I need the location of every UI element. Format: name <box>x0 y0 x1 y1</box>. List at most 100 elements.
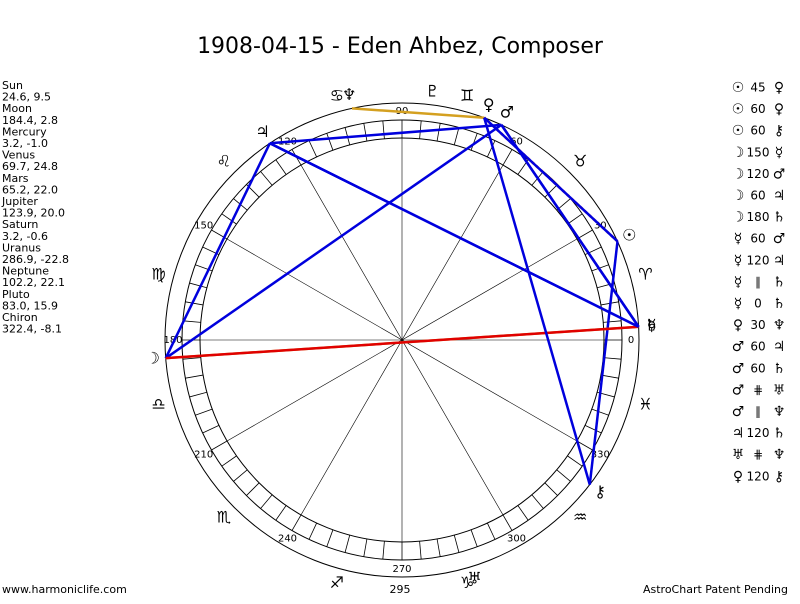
ring-tick <box>502 514 513 531</box>
aspect-type: 0 <box>754 297 762 311</box>
aspect-type: 60 <box>750 124 765 138</box>
ring-tick <box>260 494 273 509</box>
ring-tick <box>556 469 571 482</box>
planet-coords: 24.6, 9.5 <box>2 91 51 104</box>
ring-tick <box>567 213 583 225</box>
planet-glyph: ♃ <box>255 122 269 141</box>
aspect-planet: ☽ <box>732 145 745 161</box>
planet-glyph: ☽ <box>146 349 160 368</box>
sign-glyph: ♋ <box>330 86 344 105</box>
aspect-planet: ☉ <box>732 102 745 118</box>
planet-name: Chiron <box>2 311 38 324</box>
aspect-line <box>351 107 485 119</box>
planet-coords: 83.0, 15.9 <box>2 299 58 312</box>
outer-circle <box>164 102 640 578</box>
aspect-planet: ♆ <box>773 404 786 420</box>
aspect-planet: ♆ <box>773 447 786 463</box>
sign-glyph: ♉ <box>573 151 587 170</box>
aspect-planet: ☿ <box>734 296 743 312</box>
degree-label: 240 <box>278 533 297 544</box>
ring-tick <box>182 320 201 323</box>
degree-label: 150 <box>194 221 213 232</box>
planet-name: Saturn <box>2 218 38 231</box>
planet-name: Pluto <box>2 288 30 301</box>
ring-tick <box>453 535 460 553</box>
aspect-planet: ♃ <box>773 339 786 355</box>
aspect-planet: ♅ <box>732 447 745 463</box>
ring-tick <box>576 229 593 240</box>
degree-label: 210 <box>194 450 213 461</box>
footer-right: AstroChart Patent Pending <box>643 583 788 596</box>
aspect-planet: ☉ <box>732 80 745 96</box>
ring-tick <box>591 408 609 416</box>
aspect-planet: ♀ <box>733 469 743 485</box>
ring-tick <box>182 357 201 360</box>
aspect-planet: ♆ <box>773 318 786 334</box>
ring-tick <box>591 264 609 272</box>
aspect-planet: ☽ <box>732 210 745 226</box>
planet-glyph: ♄ <box>644 316 658 335</box>
ring-tick <box>233 469 248 482</box>
ring-tick <box>326 133 334 151</box>
ring-tick <box>576 440 593 451</box>
planet-name: Venus <box>2 149 35 162</box>
aspect-planet: ⚷ <box>774 469 784 485</box>
ring-tick <box>531 494 544 509</box>
aspect-planet: ♅ <box>773 382 786 398</box>
planet-coords: 102.2, 22.1 <box>2 276 65 289</box>
ring-tick <box>470 529 478 547</box>
ring-tick <box>517 505 529 521</box>
aspect-type: 120 <box>747 167 770 181</box>
ring-tick <box>419 120 422 139</box>
aspect-planet: ♄ <box>773 361 786 377</box>
aspect-planet: ☿ <box>734 253 743 269</box>
aspect-line <box>269 142 640 328</box>
aspect-line <box>500 124 640 328</box>
ring-tick <box>600 374 619 379</box>
planet-coords: 3.2, -0.6 <box>2 230 48 243</box>
ring-tick <box>308 140 317 158</box>
ring-tick <box>584 425 602 434</box>
planet-coords: 322.4, -8.1 <box>2 323 62 336</box>
aspect-type: 180 <box>747 210 770 224</box>
aspect-planet: ☽ <box>732 166 745 182</box>
ring-tick <box>221 455 237 467</box>
ring-tick <box>419 541 422 560</box>
ring-tick <box>185 301 204 306</box>
tick-ring <box>182 120 622 560</box>
aspect-type: ⋕ <box>753 448 763 462</box>
aspect-type: 30 <box>750 318 765 332</box>
aspect-planet: ♂ <box>732 339 745 355</box>
aspect-planet: ♃ <box>732 426 745 442</box>
aspect-type: 60 <box>750 232 765 246</box>
aspect-type: ∥ <box>755 275 761 289</box>
ring-tick <box>221 213 237 225</box>
planet-name: Mercury <box>2 125 47 138</box>
ring-tick <box>544 184 558 198</box>
aspect-type: 60 <box>750 340 765 354</box>
aspect-type: 120 <box>747 469 770 483</box>
planet-glyph: ♆ <box>342 85 356 104</box>
ring-tick <box>382 541 385 560</box>
ring-tick <box>363 123 368 142</box>
ring-tick <box>567 455 583 467</box>
ring-tick <box>436 538 441 557</box>
aspect-planet: ♂ <box>773 166 786 182</box>
aspect-line <box>483 116 619 243</box>
degree-label: 60 <box>510 137 523 148</box>
ring-tick <box>603 357 622 360</box>
ring-tick <box>363 538 368 557</box>
ring-tick <box>436 123 441 142</box>
sign-glyph: ♐ <box>330 573 344 592</box>
aspect-planet: ♄ <box>773 296 786 312</box>
sign-glyph: ♌ <box>217 151 231 170</box>
aspect-type: 45 <box>750 81 765 95</box>
planet-name: Jupiter <box>1 195 38 208</box>
ring-tick <box>326 529 334 547</box>
aspect-planet: ♀ <box>774 102 784 118</box>
sign-glyph: ♊ <box>460 86 474 105</box>
ring-tick <box>189 391 207 398</box>
title: 1908-04-15 - Eden Ahbez, Composer <box>197 34 604 59</box>
aspect-line <box>164 123 503 360</box>
